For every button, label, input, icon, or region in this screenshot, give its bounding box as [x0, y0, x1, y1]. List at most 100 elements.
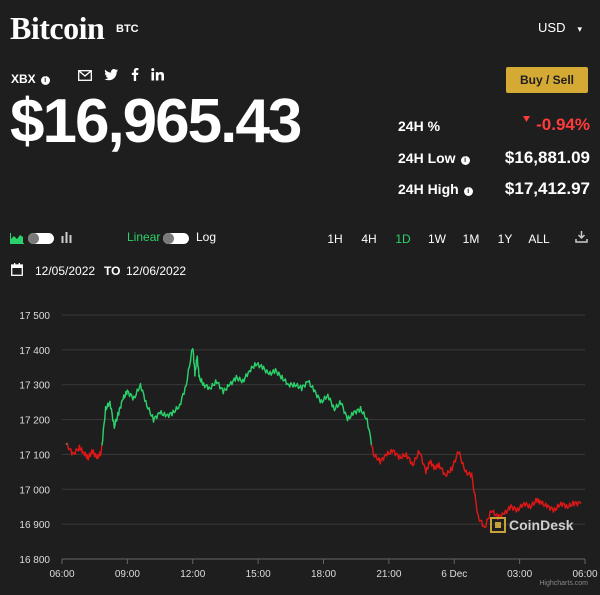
range-tab-1d[interactable]: 1D — [395, 232, 411, 246]
price-line-segment — [441, 467, 445, 475]
x-tick-label: 03:00 — [507, 569, 532, 580]
price-line-segment — [74, 448, 77, 455]
price-line-segment — [472, 481, 475, 493]
price-line-segment — [458, 451, 462, 459]
linkedin-icon[interactable] — [151, 68, 164, 86]
price-line-segment — [480, 519, 484, 527]
price-line-segment — [218, 382, 221, 390]
price-line-segment — [109, 400, 112, 410]
change-label: 24H % — [398, 118, 441, 134]
date-to[interactable]: 12/06/2022 — [126, 264, 187, 278]
y-tick-label: 17 100 — [19, 450, 50, 461]
price-line-segment — [301, 384, 304, 392]
y-tick-label: 16 800 — [19, 555, 50, 566]
range-tab-1w[interactable]: 1W — [428, 232, 446, 246]
price-line-segment — [578, 501, 582, 504]
price-line-segment — [460, 457, 463, 465]
range-tab-1y[interactable]: 1Y — [497, 232, 513, 246]
price-line-segment — [366, 417, 369, 429]
x-tick-label: 09:00 — [115, 569, 140, 580]
price-line-segment — [438, 462, 441, 470]
price-line-segment — [101, 428, 105, 442]
calendar-icon[interactable] — [11, 263, 23, 281]
price-line-segment — [492, 509, 496, 517]
mail-icon[interactable] — [78, 68, 92, 86]
price-line-segment — [148, 407, 151, 415]
price-line-segment — [477, 514, 481, 522]
price-line-segment — [145, 400, 148, 408]
watermark-text: CoinDesk — [509, 517, 574, 533]
price-line-segment — [160, 410, 163, 416]
price-line-segment — [66, 442, 70, 451]
log-option[interactable]: Log — [196, 230, 217, 244]
price-line-segment — [485, 519, 488, 528]
buy-sell-button[interactable]: Buy / Sell — [506, 67, 588, 93]
currency-value: USD — [538, 20, 566, 35]
price-line-segment — [103, 417, 106, 424]
y-tick-label: 17 300 — [19, 381, 50, 392]
download-icon[interactable] — [575, 230, 588, 248]
price-line-segment — [180, 396, 183, 406]
x-tick-label: 06:00 — [572, 569, 597, 580]
range-tab-all[interactable]: ALL — [528, 232, 550, 246]
price-line-segment — [462, 461, 465, 470]
price-line-segment — [185, 379, 189, 387]
price-line-segment — [183, 386, 186, 395]
price-line-segment — [139, 382, 143, 392]
price-line-segment — [420, 455, 424, 465]
index-label: XBX — [11, 72, 36, 86]
change-value: -0.94% — [536, 115, 590, 134]
price-line-segment — [189, 349, 193, 362]
price-line-segment — [451, 464, 454, 472]
x-tick-label: 06:00 — [49, 569, 74, 580]
chevron-down-icon: ▾ — [577, 24, 582, 34]
price-line-segment — [355, 408, 358, 415]
down-arrow-icon — [523, 116, 531, 122]
chart-credit: Highcharts.com — [539, 580, 588, 587]
info-icon[interactable]: i — [40, 76, 50, 85]
chart-type-toggle[interactable] — [28, 233, 54, 244]
high-label: 24H High — [398, 181, 459, 197]
date-from[interactable]: 12/05/2022 — [35, 264, 96, 278]
facebook-icon[interactable] — [131, 67, 139, 86]
price-line-segment — [186, 368, 190, 381]
date-to-label: TO — [104, 264, 121, 278]
range-tab-1m[interactable]: 1M — [462, 232, 480, 246]
low-value: $16,881.09 — [504, 148, 590, 167]
price-chart: 17 500 17 400 17 300 17 200 17 100 17 000 16 9… — [19, 311, 598, 587]
price-line-segment — [246, 371, 250, 378]
price-line-segment — [304, 381, 307, 388]
info-icon[interactable]: i — [460, 156, 470, 165]
range-tab-1h[interactable]: 1H — [327, 232, 343, 246]
price-line-segment — [375, 453, 378, 460]
y-tick-label: 16 900 — [19, 520, 50, 531]
share-bar — [78, 67, 164, 86]
info-icon[interactable]: i — [463, 187, 473, 196]
range-tab-4h[interactable]: 4H — [361, 232, 377, 246]
x-tick-label: 21:00 — [376, 569, 401, 580]
coindesk-logo-icon — [490, 517, 506, 533]
scale-toggle[interactable] — [163, 233, 189, 244]
price-line-segment — [117, 407, 121, 416]
bar-chart-icon[interactable] — [61, 230, 72, 248]
price-line-segment — [413, 457, 416, 465]
price-line-segment — [308, 379, 312, 388]
x-tick-label: 18:00 — [311, 569, 336, 580]
price-line-segment — [296, 382, 300, 390]
price-line-segment — [379, 458, 382, 465]
price-line-segment — [249, 365, 253, 373]
x-tick-label: 15:00 — [246, 569, 271, 580]
price-line-segment — [369, 435, 373, 446]
price-line-segment — [470, 472, 474, 484]
index-label-group: XBX i — [11, 72, 50, 86]
price-line-segment — [342, 406, 345, 414]
twitter-icon[interactable] — [104, 68, 119, 86]
price-line-segment — [99, 450, 102, 457]
price-line-segment — [156, 412, 159, 420]
price-line-segment — [363, 411, 366, 419]
area-chart-icon[interactable] — [10, 231, 24, 249]
currency-select[interactable]: USD ▾ — [538, 20, 582, 35]
low-label: 24H Low — [398, 150, 456, 166]
coindesk-watermark: CoinDesk — [490, 517, 574, 533]
linear-option[interactable]: Linear — [127, 230, 161, 244]
